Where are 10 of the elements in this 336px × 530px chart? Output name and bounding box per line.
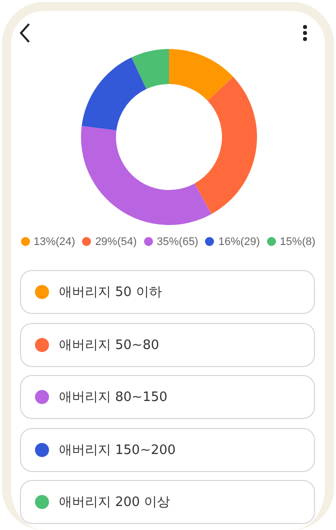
text: 13%(24) bbox=[34, 236, 76, 248]
legend-label: 애버리지 50 이하 bbox=[59, 284, 162, 301]
legend-label: 애버리지 80~150 bbox=[59, 389, 168, 406]
text: 35%(65) bbox=[156, 236, 198, 248]
legend-label: 애버리지 200 이상 bbox=[59, 494, 170, 511]
text: 16%(29) bbox=[218, 236, 260, 248]
text: 15%(8) bbox=[280, 236, 316, 248]
legend-label: 애버리지 50~80 bbox=[59, 336, 160, 354]
text: 29%(54) bbox=[95, 236, 137, 248]
legend-label: 애버리지 150~200 bbox=[59, 442, 176, 458]
